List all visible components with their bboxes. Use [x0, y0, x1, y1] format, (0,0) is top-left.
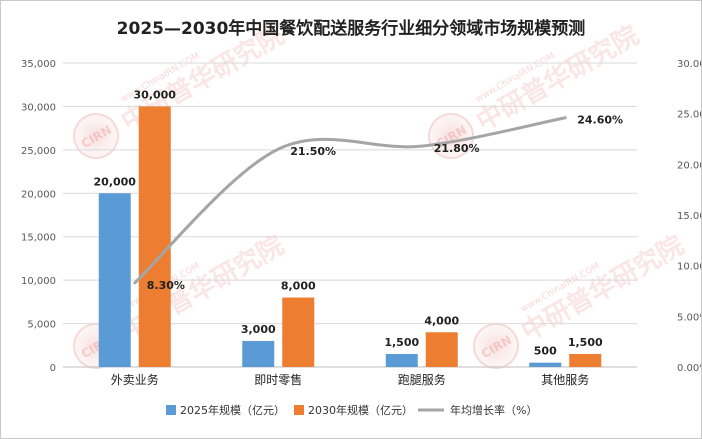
- y-tick-label: 25,000: [21, 146, 56, 157]
- bar: [138, 106, 171, 367]
- watermark-logo-circle: [428, 113, 474, 159]
- legend-label: 2030年规模（亿元）: [308, 403, 413, 417]
- y-tick-label: 5,000: [27, 320, 56, 331]
- y-tick-label: 30,000: [21, 102, 56, 113]
- bar-value-label: 3,000: [241, 323, 276, 336]
- x-category-label: 外卖业务: [111, 372, 159, 387]
- bar-value-label: 4,000: [424, 314, 459, 327]
- legend-label: 年均增长率（%）: [450, 403, 537, 417]
- y-tick-label: 35,000: [21, 59, 56, 70]
- watermark-logo-circle: [73, 113, 119, 159]
- watermark-brand-text: 中研普华研究院: [516, 230, 689, 348]
- growth-rate-line: [133, 116, 567, 285]
- y2-tick-label: 15.00%: [677, 211, 701, 222]
- x-category-label: 即时零售: [254, 372, 302, 387]
- chart-title: 2025—2030年中国餐饮配送服务行业细分领域市场规模预测: [117, 18, 586, 39]
- y-tick-label: 0: [50, 363, 56, 374]
- bar: [425, 332, 458, 367]
- y2-tick-label: 5.00%: [677, 312, 701, 323]
- y-axis-left: 0 5,000 10,000 15,000 20,000 25,000 30,000 35,0…: [21, 59, 56, 374]
- y2-tick-label: 10.00%: [677, 262, 701, 273]
- bar-value-label: 20,000: [94, 175, 137, 188]
- line-layer: 8.30% 21.50% 21.80% 24.60%: [133, 114, 623, 292]
- line-value-label: 21.80%: [434, 142, 480, 155]
- bar-value-label: 1,500: [568, 336, 603, 349]
- line-value-label: 21.50%: [290, 145, 336, 158]
- y2-tick-label: 20.00%: [677, 160, 701, 171]
- legend-label: 2025年规模（亿元）: [180, 403, 285, 417]
- bar-value-label: 8,000: [281, 280, 316, 293]
- bar-value-label: 500: [534, 345, 557, 358]
- line-value-label: 24.60%: [577, 114, 623, 127]
- y-axis-right: 0.00% 5.00% 10.00% 15.00% 20.00% 25.00% 30.00%: [677, 59, 701, 374]
- bar-value-label: 30,000: [134, 88, 177, 101]
- bar-value-label: 1,500: [384, 336, 419, 349]
- x-category-label: 其他服务: [541, 372, 589, 387]
- y2-tick-label: 30.00%: [677, 59, 701, 70]
- x-axis-categories: 外卖业务 即时零售 跑腿服务 其他服务: [111, 372, 590, 387]
- bar: [242, 340, 275, 367]
- line-value-label: 8.30%: [147, 279, 185, 292]
- bar: [282, 297, 315, 367]
- y2-tick-label: 25.00%: [677, 110, 701, 121]
- bar: [529, 362, 562, 367]
- bar: [569, 353, 602, 367]
- bar: [385, 353, 418, 367]
- bar: [98, 193, 131, 367]
- y2-tick-label: 0.00%: [677, 363, 701, 374]
- y-tick-label: 10,000: [21, 276, 56, 287]
- legend-swatch: [166, 405, 176, 415]
- bars-layer: 20,000 30,000 3,000 8,000 1,500 4,000 500 1,500: [94, 88, 603, 367]
- legend: 2025年规模（亿元） 2030年规模（亿元） 年均增长率（%）: [166, 403, 537, 417]
- y-tick-label: 15,000: [21, 233, 56, 244]
- watermark-logo-circle: [473, 323, 519, 369]
- y-tick-label: 20,000: [21, 189, 56, 200]
- x-category-label: 跑腿服务: [398, 372, 446, 387]
- legend-swatch: [294, 405, 304, 415]
